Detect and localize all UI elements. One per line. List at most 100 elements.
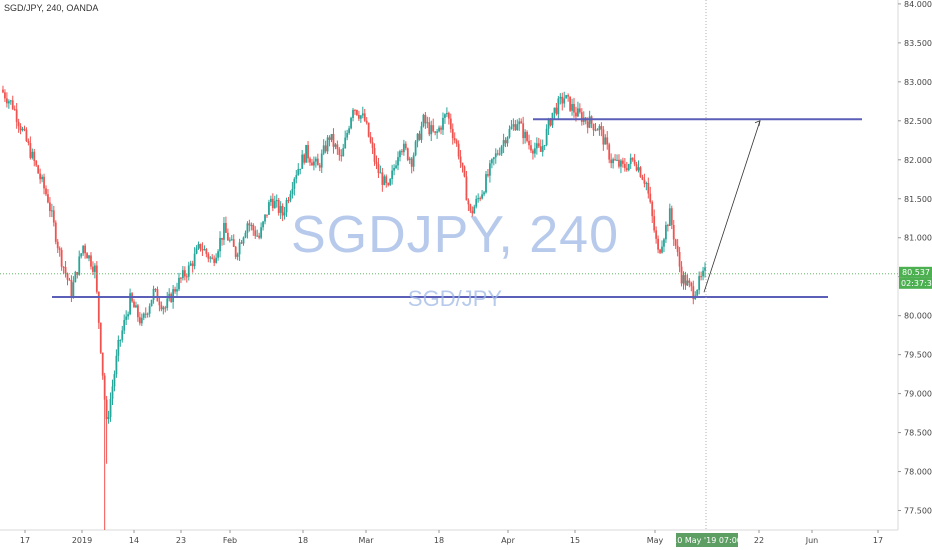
candle-down: [35, 160, 38, 166]
candle-down: [526, 131, 528, 141]
candle-down: [252, 224, 255, 231]
candle-up: [197, 243, 200, 249]
candle-down: [23, 128, 26, 130]
candle-down: [49, 202, 51, 212]
candle-down: [101, 352, 104, 376]
candle-up: [379, 172, 382, 174]
candle-up: [612, 159, 615, 164]
candle-up: [172, 289, 175, 302]
candle-down: [410, 158, 413, 167]
candle-up: [483, 192, 485, 195]
candle-down: [367, 122, 370, 137]
y-tick-label: 81.500: [904, 195, 932, 204]
candle-down: [387, 183, 390, 186]
x-tick-label: 17: [873, 536, 883, 545]
candle-down: [336, 144, 339, 150]
candle-up: [498, 153, 501, 155]
candle-down: [95, 265, 98, 292]
candle-down: [631, 157, 634, 160]
candle-down: [27, 140, 30, 143]
candle-up: [344, 137, 347, 149]
candle-down: [404, 143, 407, 149]
candle-up: [571, 104, 573, 111]
candle-down: [5, 98, 8, 104]
candle-up: [78, 256, 81, 275]
candle-up: [74, 272, 77, 283]
candle-down: [455, 140, 458, 144]
candle-up: [402, 143, 405, 153]
candle-down: [183, 270, 186, 277]
candle-up: [543, 144, 546, 147]
candle-down: [328, 137, 331, 140]
candle-up: [588, 116, 591, 128]
candle-down: [25, 129, 28, 141]
candle-up: [492, 157, 495, 160]
candle-up: [178, 277, 180, 290]
candle-up: [547, 119, 550, 129]
candle-down: [29, 142, 32, 158]
candle-down: [66, 273, 69, 280]
candle-down: [539, 146, 542, 152]
candle-up: [7, 101, 10, 104]
x-tick-label: Mar: [358, 536, 374, 545]
candle-up: [269, 198, 272, 203]
candle-up: [516, 124, 519, 131]
candle-up: [577, 108, 579, 117]
candle-down: [11, 100, 14, 109]
candle-down: [58, 248, 61, 250]
candle-up: [320, 153, 323, 168]
candle-down: [103, 375, 106, 400]
watermark-pair: SGD/JPY: [407, 286, 503, 311]
candle-down: [449, 118, 452, 129]
candle-down: [451, 128, 454, 139]
candle-down: [375, 161, 378, 165]
candle-up: [533, 148, 536, 154]
candle-up: [187, 265, 190, 277]
candle-down: [463, 166, 466, 177]
candle-down: [39, 173, 42, 180]
candle-down: [277, 200, 280, 213]
candle-down: [318, 165, 321, 168]
candle-up: [314, 158, 317, 162]
candle-up: [663, 239, 665, 247]
candle-up: [616, 159, 618, 161]
candle-down: [532, 150, 534, 154]
candle-down: [561, 96, 564, 104]
x-tick-label: May: [647, 536, 664, 545]
candle-up: [117, 339, 120, 356]
candle-down: [528, 140, 530, 146]
candle-down: [401, 151, 403, 153]
candle-down: [340, 155, 343, 157]
candle-up: [299, 168, 302, 170]
current-price-value: 80.537: [902, 268, 930, 277]
x-tick-label: 23: [176, 536, 186, 545]
candle-down: [608, 144, 611, 160]
candle-up: [477, 198, 480, 200]
candle-up: [123, 319, 126, 331]
candle-down: [600, 126, 603, 130]
candle-up: [279, 206, 282, 213]
candle-down: [225, 222, 227, 233]
candle-up: [80, 253, 83, 257]
candle-down: [596, 129, 599, 131]
candle-up: [397, 157, 399, 166]
y-tick-label: 79.500: [904, 351, 932, 360]
candle-up: [246, 223, 249, 233]
candle-down: [62, 266, 65, 268]
candle-up: [393, 167, 395, 171]
candle-up: [512, 124, 515, 127]
candle-up: [559, 96, 562, 99]
candle-up: [436, 131, 439, 133]
candle-down: [618, 159, 620, 167]
candle-up: [203, 249, 206, 251]
candle-up: [481, 194, 483, 199]
candle-down: [377, 164, 380, 173]
candle-up: [127, 314, 130, 317]
candle-down: [578, 108, 581, 113]
candle-down: [659, 249, 661, 253]
candle-up: [283, 212, 286, 216]
candle-up: [545, 128, 548, 145]
candle-down: [504, 140, 507, 144]
